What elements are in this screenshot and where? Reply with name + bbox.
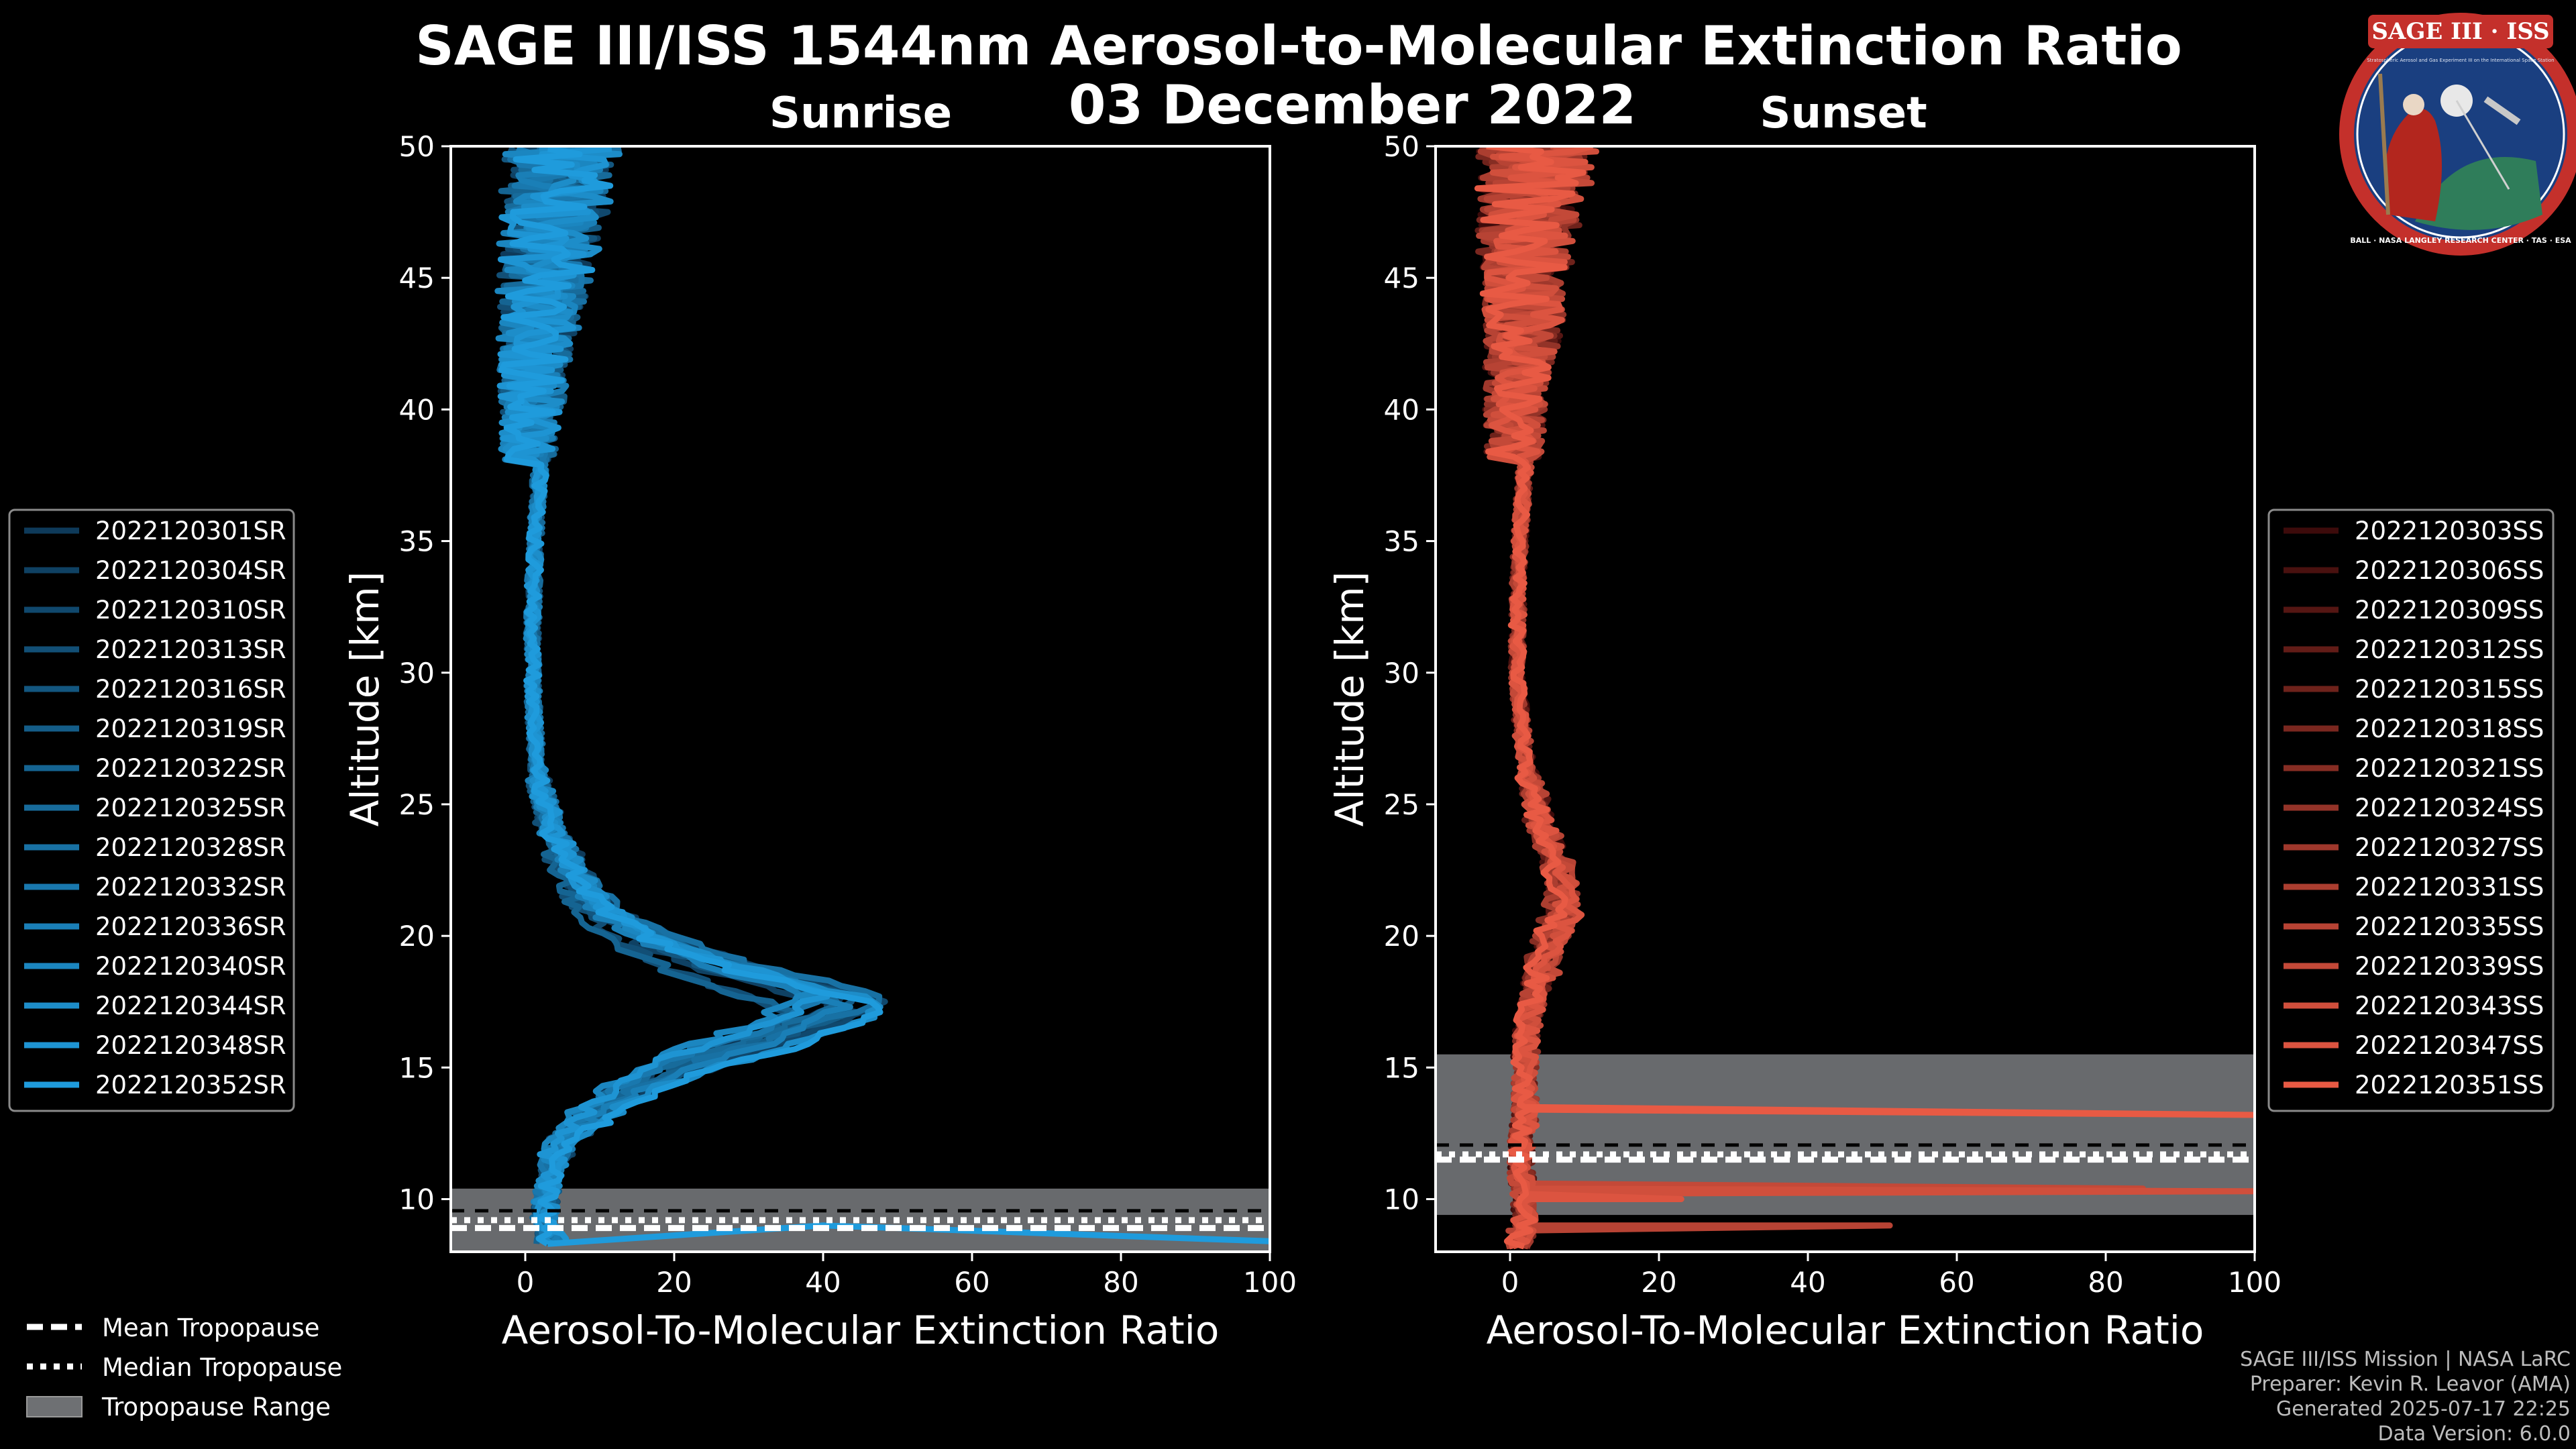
sunset-panel-title: Sunset [1760,89,1927,138]
logo-earth [2415,157,2542,230]
sunset-legend-label: 2022120303SS [2355,517,2544,545]
credits: SAGE III/ISS Mission | NASA LaRC Prepare… [2240,1348,2571,1446]
sunrise-legend-label: 2022120344SR [95,991,286,1020]
sunrise-ytick-label: 45 [399,262,435,294]
sunrise-legend: 2022120301SR 2022120304SR 2022120310SR 2022… [8,508,295,1112]
sunrise-xlabel: Aerosol-To-Molecular Extinction Ratio [502,1307,1220,1353]
sunrise-legend-label: 2022120352SR [95,1071,286,1099]
sunset-ytick-label: 40 [1384,393,1419,426]
sunrise-legend-label: 2022120328SR [95,833,286,862]
sunrise-legend-label: 2022120325SR [95,794,286,822]
tropopause-legend: Mean Tropopause Median Tropopause Tropop… [26,1313,342,1421]
tropopause-range-label: Tropopause Range [101,1393,331,1421]
sunrise-legend-label: 2022120336SR [95,912,286,941]
sunset-ytick-label: 10 [1384,1183,1419,1216]
sunrise-ytick-label: 15 [399,1051,435,1084]
sunset-plot-area [1436,146,2255,1250]
sunset-xtick-label: 0 [1501,1266,1519,1299]
sunrise-panel: 0 20 40 60 80 100 10 15 20 25 30 35 40 45 50 Aerosol-To… [342,130,1297,1353]
logo-figure [2384,109,2442,221]
sunrise-legend-label: 2022120304SR [95,556,286,585]
date-title: 03 December 2022 [1069,74,1636,136]
sunrise-series-2022120352SR [498,146,883,1247]
mean-tropopause-label: Mean Tropopause [102,1313,320,1342]
logo-ring-text: BALL · NASA LANGLEY RESEARCH CENTER · TA… [2350,236,2571,245]
sunset-legend-label: 2022120312SS [2355,635,2544,664]
median-tropopause-label: Median Tropopause [102,1353,342,1382]
sunrise-xtick-label: 80 [1103,1266,1138,1299]
sunrise-xtick-label: 0 [517,1266,535,1299]
sunrise-ytick-label: 30 [399,657,435,690]
sunset-legend-label: 2022120306SS [2355,556,2544,585]
sunrise-frame [449,145,1271,1253]
sunset-ytick-label: 20 [1384,920,1419,953]
sunset-legend-label: 2022120321SS [2355,754,2544,783]
logo-station [2483,96,2521,125]
sunset-ytick-label: 50 [1384,130,1419,163]
credit-generated: Generated 2025-07-17 22:25 [2276,1397,2571,1421]
logo-subtitle: Stratospheric Aerosol and Gas Experiment… [2367,58,2554,63]
sunset-legend-label: 2022120335SS [2355,912,2544,941]
sunset-legend-label: 2022120318SS [2355,714,2544,743]
sunset-legend-label: 2022120309SS [2355,596,2544,625]
sunset-legend-label: 2022120324SS [2355,794,2544,822]
sunrise-legend-label: 2022120322SR [95,754,286,783]
sunset-panel: 0 20 40 60 80 100 10 15 20 25 30 35 40 45 50 Aerosol-To… [1327,130,2282,1353]
sunset-xtick-label: 60 [1939,1266,1974,1299]
sunset-legend-label: 2022120331SS [2355,873,2544,902]
sunset-ytick-label: 15 [1384,1051,1419,1084]
mission-logo: SAGE III · ISS Stratospheric Aerosol and… [2339,13,2576,256]
sunset-xtick-label: 20 [1641,1266,1676,1299]
sunrise-series-2022120348SR [496,146,830,1244]
sunset-xtick-label: 100 [2228,1266,2282,1299]
sunrise-ytick-label: 10 [399,1183,435,1216]
sunrise-legend-label: 2022120310SR [95,596,286,625]
sunrise-xtick-label: 60 [954,1266,989,1299]
sunset-xtick-label: 80 [2088,1266,2123,1299]
sunrise-ytick-label: 25 [399,788,435,821]
tropopause-range-swatch [26,1396,83,1417]
sunset-ylabel: Altitude [km] [1327,572,1373,826]
main-title: SAGE III/ISS 1544nm Aerosol-to-Molecular… [415,15,2182,77]
sunrise-legend-label: 2022120316SR [95,675,286,704]
sunrise-plot-area [451,146,1270,1252]
sunrise-panel-title: Sunrise [769,89,952,138]
sunrise-ytick-label: 50 [399,130,435,163]
sunrise-ytick-label: 35 [399,525,435,558]
sunrise-legend-label: 2022120340SR [95,952,286,981]
sunset-legend-label: 2022120343SS [2355,991,2544,1020]
sunset-frame [1434,145,2256,1253]
sunrise-ytick-label: 20 [399,920,435,953]
sunset-ytick-label: 35 [1384,525,1419,558]
sunrise-ylabel: Altitude [km] [342,572,388,826]
sunset-xlabel: Aerosol-To-Molecular Extinction Ratio [1487,1307,2204,1353]
sunrise-xtick-label: 20 [656,1266,692,1299]
sunrise-xtick-label: 40 [805,1266,841,1299]
sunset-series-2022120351SS [1474,146,2255,1250]
sunrise-legend-label: 2022120319SR [95,714,286,743]
sunset-legend-label: 2022120315SS [2355,675,2544,704]
sunset-legend-label: 2022120327SS [2355,833,2544,862]
credit-version: Data Version: 6.0.0 [2378,1422,2571,1446]
sunset-legend-label: 2022120351SS [2355,1071,2544,1099]
sunrise-legend-label: 2022120332SR [95,873,286,902]
sunrise-legend-label: 2022120301SR [95,517,286,545]
sunrise-ytick-label: 40 [399,393,435,426]
sunset-legend-label: 2022120339SS [2355,952,2544,981]
sunset-xtick-label: 40 [1790,1266,1825,1299]
sunset-legend: 2022120303SS 2022120306SS 2022120309SS 2022… [2267,508,2555,1112]
sunset-legend-label: 2022120347SS [2355,1031,2544,1060]
sunrise-legend-label: 2022120348SR [95,1031,286,1060]
credit-mission: SAGE III/ISS Mission | NASA LaRC [2240,1348,2571,1371]
credit-preparer: Preparer: Kevin R. Leavor (AMA) [2250,1373,2571,1396]
sunrise-xtick-label: 100 [1243,1266,1297,1299]
sunset-ytick-label: 45 [1384,262,1419,294]
sunset-ytick-label: 25 [1384,788,1419,821]
sunrise-legend-label: 2022120313SR [95,635,286,664]
logo-name: SAGE III · ISS [2371,18,2549,45]
sunset-ytick-label: 30 [1384,657,1419,690]
